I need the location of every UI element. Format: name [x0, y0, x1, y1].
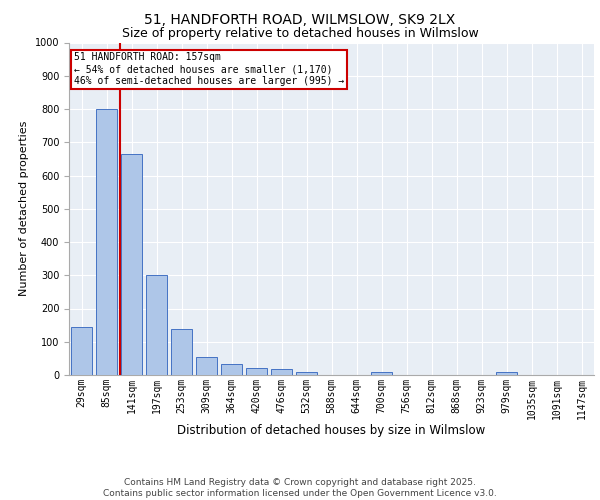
Bar [121, 154, 142, 375]
Bar [246, 368, 267, 375]
Bar [71, 327, 92, 375]
Y-axis label: Number of detached properties: Number of detached properties [19, 121, 29, 296]
X-axis label: Distribution of detached houses by size in Wilmslow: Distribution of detached houses by size … [178, 424, 485, 438]
Bar [221, 364, 242, 375]
Bar [271, 369, 292, 375]
Text: Contains HM Land Registry data © Crown copyright and database right 2025.
Contai: Contains HM Land Registry data © Crown c… [103, 478, 497, 498]
Text: 51 HANDFORTH ROAD: 157sqm
← 54% of detached houses are smaller (1,170)
46% of se: 51 HANDFORTH ROAD: 157sqm ← 54% of detac… [74, 52, 344, 86]
Bar [371, 372, 392, 375]
Text: Size of property relative to detached houses in Wilmslow: Size of property relative to detached ho… [122, 28, 478, 40]
Bar [96, 109, 117, 375]
Bar [496, 372, 517, 375]
Bar [146, 275, 167, 375]
Text: 51, HANDFORTH ROAD, WILMSLOW, SK9 2LX: 51, HANDFORTH ROAD, WILMSLOW, SK9 2LX [145, 12, 455, 26]
Bar [196, 356, 217, 375]
Bar [296, 372, 317, 375]
Bar [171, 330, 192, 375]
